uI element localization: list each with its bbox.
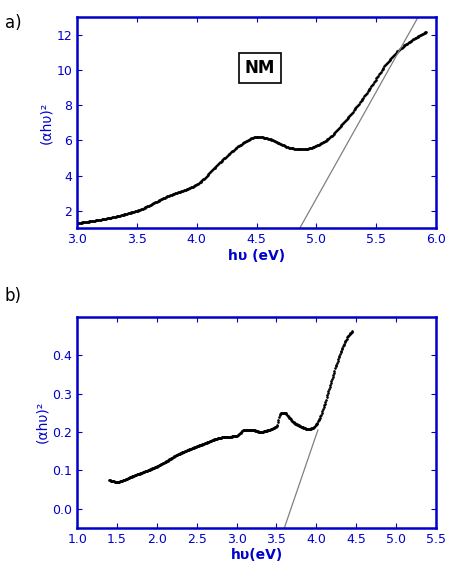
Y-axis label: (αhυ)²: (αhυ)² [35,401,49,444]
X-axis label: hυ (eV): hυ (eV) [228,249,285,263]
Text: a): a) [5,14,21,32]
Y-axis label: (αhυ)²: (αhυ)² [39,102,54,144]
X-axis label: hυ(eV): hυ(eV) [230,549,283,563]
Text: NM: NM [245,59,275,77]
Text: b): b) [5,287,21,305]
